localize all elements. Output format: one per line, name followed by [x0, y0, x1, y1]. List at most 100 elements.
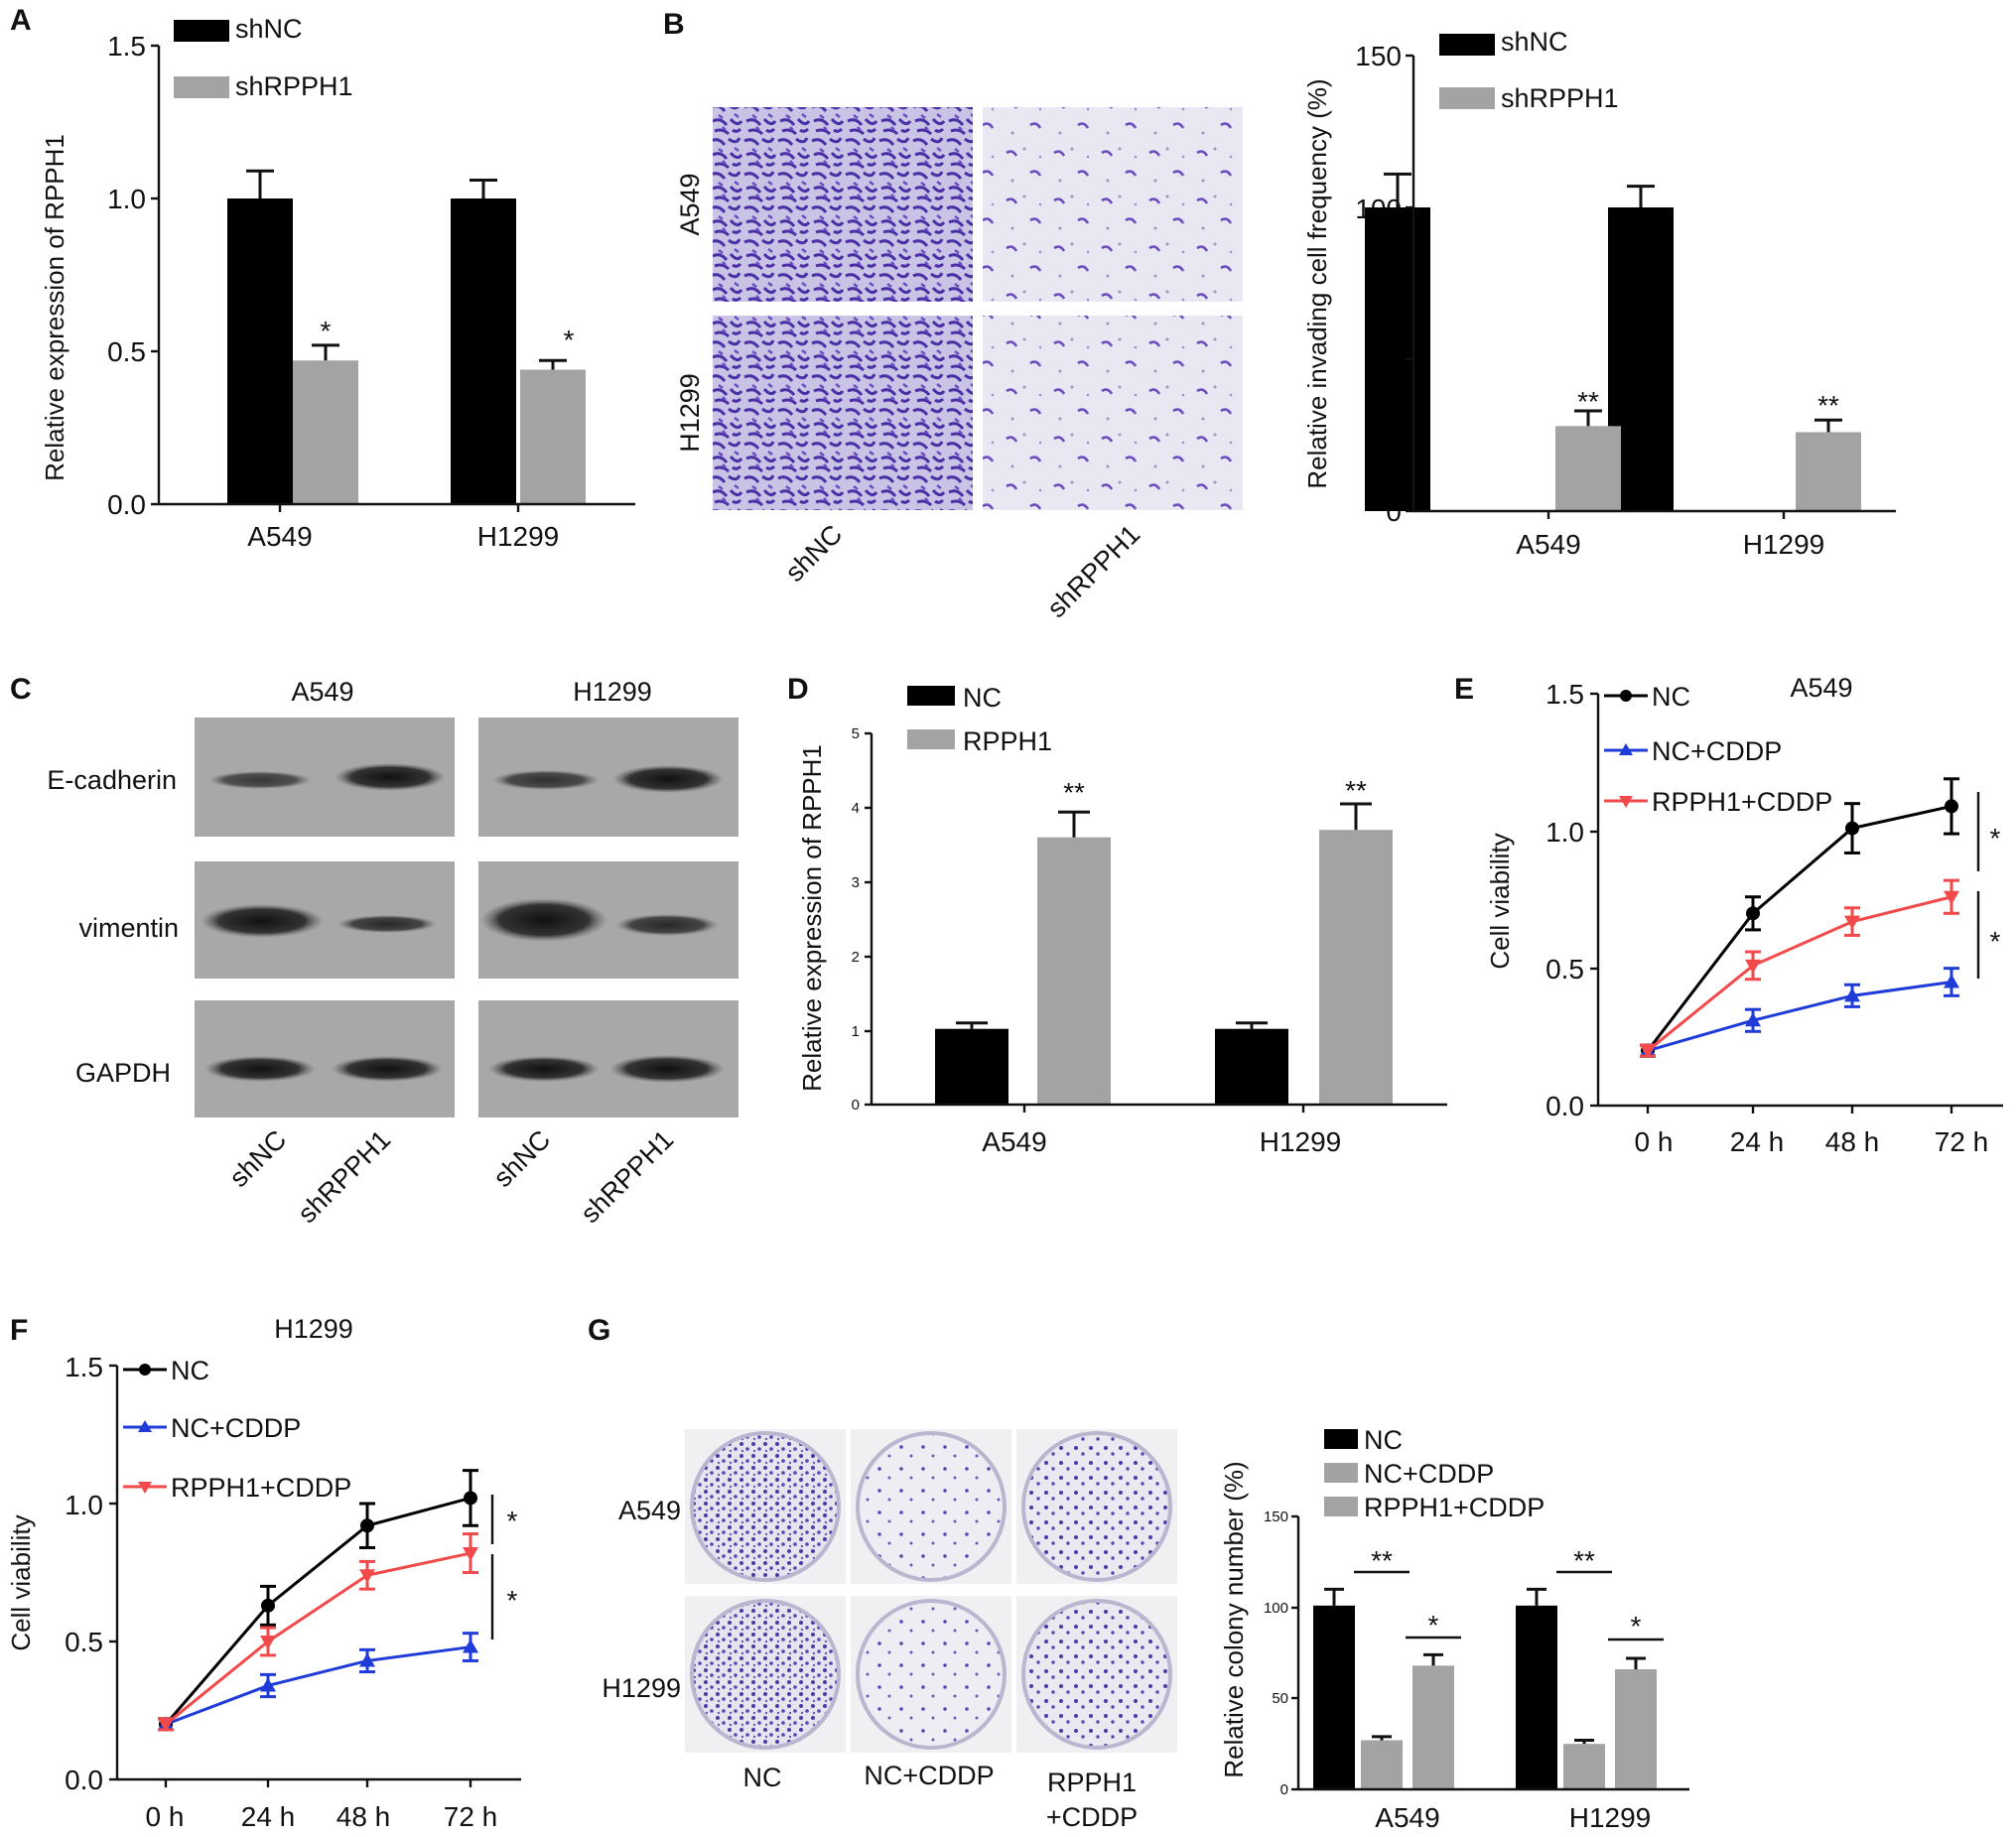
panel-label-e: E — [1454, 673, 1474, 706]
colony-col-2a: RPPH1 — [1047, 1768, 1137, 1797]
xtick-e-3: 72 h — [1935, 1126, 1989, 1157]
legend-label-a-0: shNC — [235, 14, 303, 44]
ytick-e-3: 1.5 — [1546, 679, 1584, 710]
lines-f — [158, 1469, 478, 1733]
legend-label-e-2: RPPH1+CDDP — [1652, 787, 1832, 817]
ytick-g-0: 0 — [1280, 1781, 1288, 1798]
ytick-d-0: 0 — [852, 1097, 860, 1114]
image-row-b-1: H1299 — [675, 373, 705, 453]
blot-lane-1: shRPPH1 — [292, 1124, 396, 1229]
legend-marker-f-2 — [138, 1482, 152, 1494]
band-vim-h1299-shrpph1 — [615, 914, 719, 936]
legend-label-d-0: NC — [963, 683, 1002, 713]
legend-label-b-1: shRPPH1 — [1501, 83, 1619, 113]
ytick-e-0: 0.0 — [1546, 1091, 1584, 1121]
point-F-1-3 — [463, 1639, 478, 1653]
legend-swatch-b-1 — [1439, 87, 1495, 109]
xtick-e-2: 48 h — [1825, 1126, 1880, 1157]
well-h1299-nccddp — [856, 1599, 1007, 1750]
ylabel-b: Relative invading cell frequency (%) — [1302, 78, 1332, 488]
chart-f: H1299 Cell viability 1.5 1.0 0.5 0.0 0 h… — [6, 1314, 521, 1832]
point-E-1-2 — [1844, 987, 1860, 1002]
well-h1299-rpph1cddp — [1021, 1599, 1172, 1750]
bar-B-1-0 — [1555, 426, 1621, 511]
ytick-a-3: 1.5 — [107, 31, 146, 62]
ylabel-a: Relative expression of RPPH1 — [40, 134, 69, 481]
series-line-F-1 — [165, 1645, 471, 1726]
legend-label-e-0: NC — [1652, 682, 1690, 712]
point-E-2-1 — [1745, 959, 1761, 974]
legend-label-d-1: RPPH1 — [963, 726, 1052, 756]
legend-marker-f-0 — [139, 1364, 151, 1376]
point-F-2-3 — [463, 1547, 478, 1562]
band-gapdh-a549-shrpph1 — [332, 1056, 443, 1082]
point-E-2-3 — [1944, 890, 1959, 905]
band-gapdh-h1299-shnc — [488, 1056, 600, 1082]
xtick-d-1: H1299 — [1260, 1126, 1342, 1157]
ytick-f-2: 1.0 — [65, 1490, 103, 1520]
band-gapdh-a549-shnc — [204, 1056, 316, 1082]
legend-label-g-1: NC+CDDP — [1364, 1459, 1494, 1489]
ylabel-e: Cell viability — [1485, 833, 1515, 969]
legend-swatch-g-2 — [1324, 1497, 1358, 1516]
image-b-a549-shnc — [713, 107, 973, 302]
legend-label-a-1: shRPPH1 — [235, 71, 353, 101]
bar-D-0-1 — [1215, 1028, 1288, 1105]
point-E-1-3 — [1944, 974, 1959, 988]
xtick-a-0: A549 — [247, 521, 312, 552]
band-vim-h1299-shnc — [480, 898, 607, 942]
xtick-f-2: 48 h — [336, 1801, 391, 1832]
colony-images-g: A549 H1299 NC NC+CDDP RPPH1 +CDDP — [602, 1429, 1177, 1832]
point-E-2-2 — [1844, 915, 1860, 930]
blot-lane-2: shNC — [487, 1124, 556, 1193]
sig-e-1: * — [1990, 926, 2001, 957]
ytick-d-4: 4 — [852, 800, 860, 817]
sig-f-1: * — [507, 1585, 518, 1616]
sig-a-1: * — [564, 325, 575, 355]
image-b-h1299-shnc — [713, 316, 973, 510]
legend-swatch-g-1 — [1324, 1463, 1358, 1483]
title-f: H1299 — [274, 1314, 353, 1344]
point-F-1-1 — [260, 1677, 276, 1692]
legend-swatch-d-1 — [907, 729, 955, 749]
series-line-F-0 — [164, 1496, 471, 1726]
blot-row-ecadherin: E-cadherin — [47, 765, 177, 795]
sig-e-0: * — [1990, 823, 2001, 853]
panel-label-a: A — [10, 4, 32, 37]
band-gapdh-h1299-shrpph1 — [609, 1055, 725, 1083]
sig-g-1: * — [1428, 1610, 1439, 1640]
panel-label-f: F — [10, 1314, 28, 1347]
legend-marker-e-1 — [1619, 743, 1633, 755]
well-a549-nccddp — [856, 1431, 1007, 1582]
point-E-0-1 — [1746, 906, 1760, 921]
ylabel-g: Relative colony number (%) — [1219, 1461, 1249, 1777]
band-ecad-h1299-shrpph1 — [612, 765, 724, 793]
ytick-a-0: 0.0 — [107, 489, 146, 520]
colony-col-1: NC+CDDP — [864, 1761, 994, 1790]
panel-label-b: B — [663, 8, 685, 41]
xtick-g-1: H1299 — [1569, 1802, 1652, 1833]
image-col-b-0: shNC — [779, 519, 848, 588]
bar-A-0-1 — [451, 198, 516, 504]
ytick-d-5: 5 — [852, 725, 860, 742]
ytick-f-0: 0.0 — [65, 1765, 103, 1795]
legend-swatch-a-0 — [174, 20, 229, 42]
legend-label-f-1: NC+CDDP — [171, 1413, 301, 1443]
bar-A-1-0 — [293, 360, 358, 504]
panel-label-c: C — [10, 673, 32, 706]
bars-d — [935, 802, 1393, 1105]
band-ecad-h1299-shnc — [492, 770, 600, 790]
panel-label-d: D — [787, 673, 809, 706]
band-ecad-a549-shnc — [208, 771, 312, 789]
blot-lane-0: shNC — [223, 1124, 292, 1193]
chart-g: Relative colony number (%) 150 100 50 0 … — [1219, 1425, 1689, 1833]
bar-D-0-0 — [935, 1028, 1008, 1105]
image-col-b-1: shRPPH1 — [1041, 519, 1145, 623]
band-ecad-a549-shrpph1 — [335, 763, 446, 791]
sig-d-0: ** — [1063, 777, 1085, 808]
chart-a: Relative expression of RPPH1 1.5 1.0 0.5… — [40, 14, 635, 552]
legend-swatch-a-1 — [174, 76, 229, 98]
ytick-d-2: 2 — [852, 949, 860, 966]
sig-g-0: ** — [1371, 1545, 1393, 1576]
legend-label-e-1: NC+CDDP — [1652, 736, 1782, 766]
